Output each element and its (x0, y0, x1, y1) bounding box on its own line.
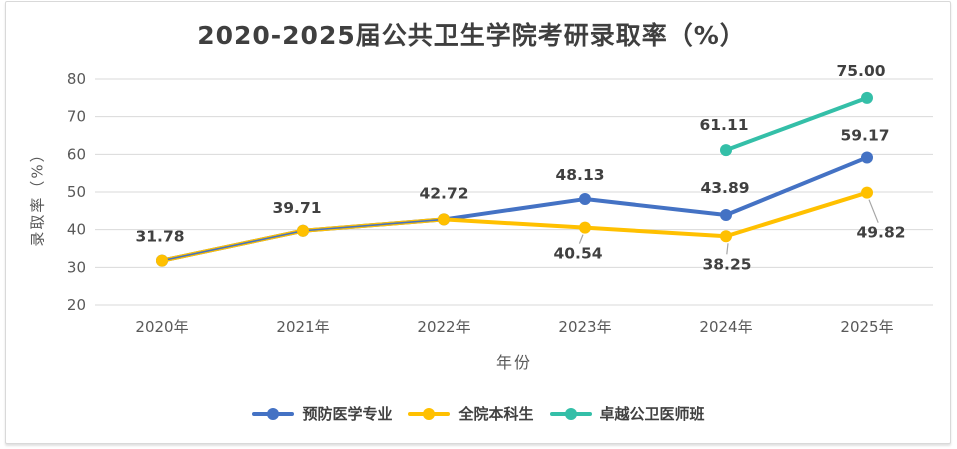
data-label: 61.11 (699, 116, 748, 134)
data-label: 48.13 (555, 166, 604, 184)
legend-line-dot-marker (549, 407, 592, 420)
y-tick-label: 40 (67, 221, 86, 239)
data-label: 75.00 (836, 62, 885, 80)
data-label: 38.25 (702, 255, 751, 273)
series-line (160, 155, 869, 263)
data-point-marker (156, 254, 168, 267)
data-label: 39.71 (272, 199, 321, 217)
data-label: 42.72 (419, 184, 468, 202)
x-tick-label: 2023年 (558, 318, 611, 336)
data-label: 49.82 (856, 224, 905, 242)
data-point-marker (438, 213, 450, 226)
data-point-marker (579, 193, 591, 206)
legend-item-1: 全院本科生 (408, 403, 534, 424)
data-label: 43.89 (700, 179, 749, 197)
data-point-marker (861, 151, 873, 164)
legend-label: 全院本科生 (458, 405, 534, 423)
data-point-marker (861, 186, 873, 199)
data-point-marker (720, 209, 732, 222)
x-axis-title: 年份 (495, 353, 532, 372)
series-line (160, 190, 869, 263)
chart-title: 2020-2025届公共卫生学院考研录取率（%） (197, 21, 746, 50)
leader-line (726, 243, 729, 255)
x-tick-label: 2025年 (840, 318, 893, 336)
data-point-marker (297, 224, 309, 237)
data-point-marker (720, 230, 732, 243)
data-point-marker (861, 91, 873, 104)
y-axis-title: 录取率（%） (28, 145, 47, 247)
legend-item-0: 预防医学专业 (252, 403, 392, 424)
leader-line (578, 234, 584, 244)
x-tick-label: 2022年 (417, 318, 470, 336)
y-tick-label: 70 (67, 108, 86, 126)
legend-line-dot-marker (408, 407, 451, 420)
x-tick-label: 2024年 (699, 318, 752, 336)
y-tick-label: 20 (67, 296, 86, 314)
y-tick-label: 60 (67, 145, 86, 163)
data-label: 59.17 (840, 126, 889, 144)
data-label: 40.54 (553, 245, 602, 263)
legend-item-2: 卓越公卫医师班 (549, 403, 705, 424)
legend: 预防医学专业 全院本科生 卓越公卫医师班 (0, 403, 957, 424)
y-tick-label: 80 (67, 70, 86, 88)
legend-label: 卓越公卫医师班 (599, 405, 705, 423)
legend-line-dot-marker (252, 407, 295, 420)
data-point-marker (720, 144, 732, 157)
data-point-marker (579, 221, 591, 234)
series-line (724, 95, 869, 153)
data-label: 31.78 (135, 228, 184, 246)
legend-label: 预防医学专业 (302, 405, 393, 423)
leader-line (868, 199, 879, 223)
x-tick-label: 2020年 (135, 318, 188, 336)
x-tick-label: 2021年 (276, 318, 329, 336)
y-tick-label: 30 (67, 258, 86, 276)
y-tick-label: 50 (67, 183, 86, 201)
